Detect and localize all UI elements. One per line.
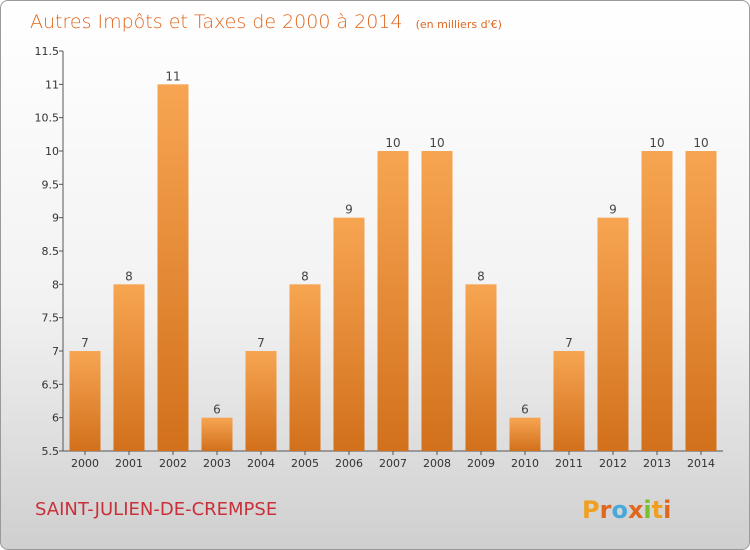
x-tick-label-2008: 2008 (423, 457, 451, 470)
value-label-2004: 7 (257, 336, 265, 350)
bar-2000 (69, 351, 101, 451)
x-tick-label-2012: 2012 (599, 457, 627, 470)
bar-2012 (597, 217, 629, 451)
y-tick-label: 11.5 (35, 45, 60, 58)
y-tick-label: 8.5 (42, 245, 60, 258)
logo-letter: r (600, 496, 612, 524)
bar-2014 (685, 151, 717, 451)
value-label-2006: 9 (345, 203, 353, 217)
x-tick-label-2005: 2005 (291, 457, 319, 470)
x-tick-label-2004: 2004 (247, 457, 275, 470)
bar-2002 (157, 84, 189, 451)
x-tick-label-2002: 2002 (159, 457, 187, 470)
value-label-2007: 10 (385, 136, 400, 150)
chart-title-text: Autres Impôts et Taxes de 2000 à 2014 (30, 11, 403, 33)
bar-2011 (553, 351, 585, 451)
y-tick-label: 10 (45, 145, 59, 158)
bar-2010 (509, 417, 541, 451)
value-label-2014: 10 (693, 136, 708, 150)
bar-2001 (113, 284, 145, 451)
bar-2008 (421, 151, 453, 451)
y-tick-label: 7.5 (42, 312, 60, 325)
logo-letter: P (582, 496, 600, 524)
x-tick-label-2007: 2007 (379, 457, 407, 470)
bar-2003 (201, 417, 233, 451)
bar-2007 (377, 151, 409, 451)
y-tick-label: 10.5 (35, 112, 60, 125)
logo-letter: t (652, 496, 663, 524)
value-label-2012: 9 (609, 203, 617, 217)
value-label-2009: 8 (477, 269, 485, 283)
x-tick-label-2011: 2011 (555, 457, 583, 470)
y-tick-label: 6 (52, 412, 59, 425)
x-tick-label-2003: 2003 (203, 457, 231, 470)
x-tick-label-2014: 2014 (687, 457, 715, 470)
logo-letter: x (628, 496, 644, 524)
y-tick-label: 9.5 (42, 178, 60, 191)
x-tick-label-2009: 2009 (467, 457, 495, 470)
bar-2005 (289, 284, 321, 451)
bar-2004 (245, 351, 277, 451)
chart-unit-note: (en milliers d'€) (416, 18, 502, 31)
x-tick-label-2013: 2013 (643, 457, 671, 470)
x-tick-label-2000: 2000 (71, 457, 99, 470)
y-tick-label: 5.5 (42, 445, 60, 458)
x-tick-label-2010: 2010 (511, 457, 539, 470)
value-label-2001: 8 (125, 269, 133, 283)
logo-letter: i (643, 496, 651, 524)
value-label-2011: 7 (565, 336, 573, 350)
y-tick-label: 9 (52, 212, 59, 225)
value-label-2013: 10 (649, 136, 664, 150)
commune-name: SAINT-JULIEN-DE-CREMPSE (35, 499, 277, 520)
bars: 7 8 11 6 7 8 9 10 10 8 6 7 9 10 10 (69, 69, 717, 451)
value-label-2000: 7 (81, 336, 89, 350)
logo-letter: i (663, 496, 671, 524)
y-tick-label: 11 (45, 78, 59, 91)
value-label-2002: 11 (165, 69, 180, 83)
y-tick-label: 7 (52, 345, 59, 358)
bar-2013 (641, 151, 673, 451)
bar-2006 (333, 217, 365, 451)
y-tick-label: 6.5 (42, 378, 60, 391)
y-tick-label: 8 (52, 278, 59, 291)
value-label-2008: 10 (429, 136, 444, 150)
bar-2009 (465, 284, 497, 451)
x-tick-label-2001: 2001 (115, 457, 143, 470)
value-label-2005: 8 (301, 269, 309, 283)
logo-letter: o (611, 496, 628, 524)
proxiti-logo: Proxiti (582, 496, 671, 524)
chart-title: Autres Impôts et Taxes de 2000 à 2014 (e… (30, 11, 502, 33)
x-tick-label-2006: 2006 (335, 457, 363, 470)
axes: 5.5 6 6.5 7 7.5 8 8.5 9 9.5 10 10.5 11 11.5 2000 2001 2… (35, 45, 723, 470)
value-label-2010: 6 (521, 403, 529, 417)
value-label-2003: 6 (213, 403, 221, 417)
